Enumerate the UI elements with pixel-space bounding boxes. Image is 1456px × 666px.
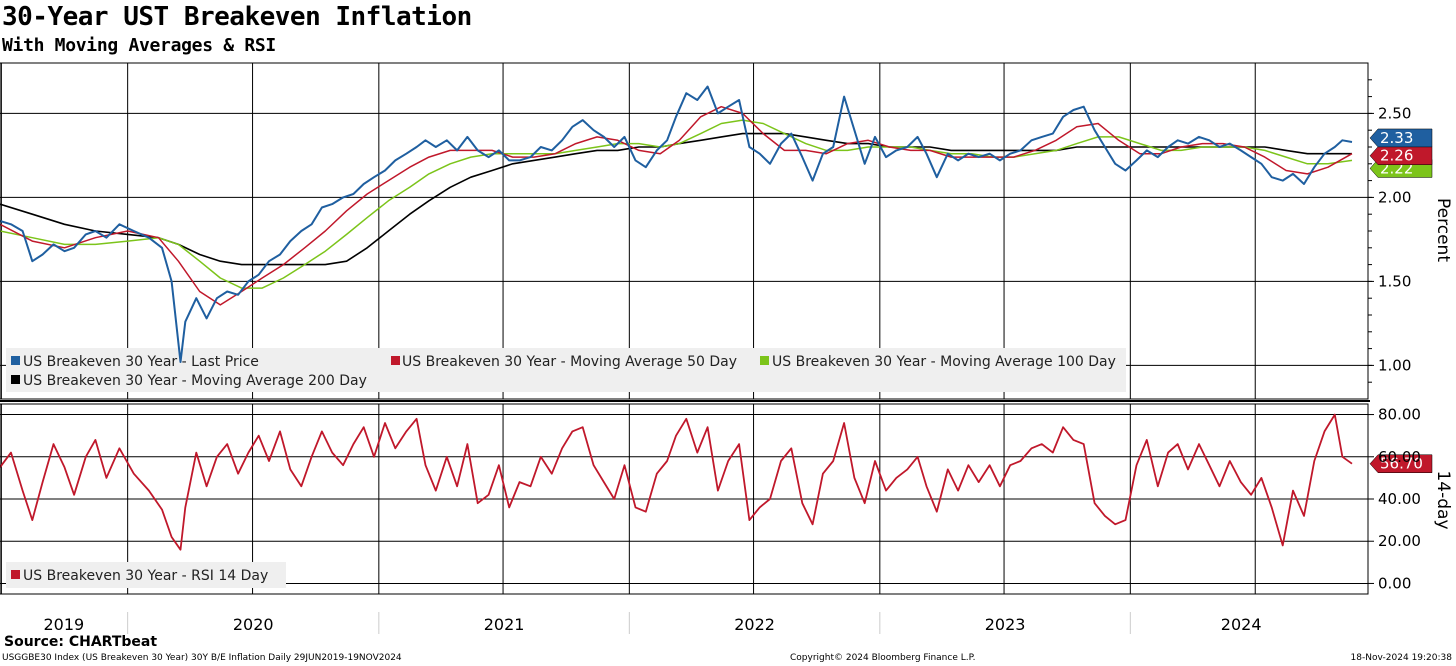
x-tick-label-year: 2021 [484, 615, 525, 634]
rsi-series-group [0, 413, 1353, 551]
footer-ticker-info: USGGBE30 Index (US Breakeven 30 Year) 30… [2, 653, 402, 663]
rsi-legend-box [6, 562, 286, 588]
series-line-last_price [0, 85, 1353, 363]
series-line-ma200 [0, 132, 1352, 266]
badge-rsi-shape [1369, 454, 1433, 473]
chart-subtitle: With Moving Averages & RSI [2, 35, 276, 56]
legend-swatch-rsi [11, 570, 20, 579]
badge-ma50-shape [1369, 146, 1433, 165]
badge-last-price-text: 2.33 [1380, 129, 1413, 147]
legend-ma200: US Breakeven 30 Year - Moving Average 20… [23, 373, 367, 389]
rsi-y-axis-label: 14-day [1433, 470, 1453, 529]
x-tick-label-year: 2022 [734, 615, 775, 634]
rsi-y-tick-label: 20.00 [1378, 532, 1421, 550]
rsi-y-tick-label: 40.00 [1378, 490, 1421, 508]
badge-ma50-text: 2.26 [1380, 147, 1413, 165]
rsi-y-tick-label: 0.00 [1378, 574, 1411, 592]
series-line-ma50 [0, 105, 1353, 306]
series-line-rsi [0, 413, 1353, 551]
legend-swatch-ma100 [760, 356, 769, 365]
legend-ma50: US Breakeven 30 Year - Moving Average 50… [402, 354, 737, 370]
legend-last-price: US Breakeven 30 Year - Last Price [23, 354, 259, 370]
rsi-y-tick-label: 80.00 [1378, 406, 1421, 424]
badge-rsi-text: 56.70 [1380, 455, 1423, 473]
price-y-tick-label: 2.50 [1378, 104, 1411, 122]
footer-timestamp: 18-Nov-2024 19:20:38 [1350, 653, 1452, 663]
legend-swatch-ma200 [11, 375, 20, 384]
price-legend-box [6, 348, 1126, 392]
x-tick-label-year: 2023 [985, 615, 1026, 634]
x-tick-label-year: 2019 [43, 615, 84, 634]
chart-title: 30-Year UST Breakeven Inflation [2, 2, 472, 32]
footer-copyright: Copyright© 2024 Bloomberg Finance L.P. [790, 653, 976, 663]
legend-ma100: US Breakeven 30 Year - Moving Average 10… [772, 354, 1116, 370]
price-y-tick-label: 1.50 [1378, 272, 1411, 290]
price-y-tick-label: 2.00 [1378, 188, 1411, 206]
badge-last-price-shape [1369, 128, 1433, 148]
x-tick-label-year: 2024 [1221, 615, 1262, 634]
legend-swatch-last-price [11, 356, 20, 365]
axis-ticks: 2019 2020 2021 2022 2023 2024 2.50 2.00 1.50 1.00… [43, 79, 1421, 634]
price-y-tick-label: 1.00 [1378, 356, 1411, 374]
legend-swatch-ma50 [391, 356, 400, 365]
x-tick-label-year: 2020 [233, 615, 274, 634]
rsi-y-tick-label: 60.00 [1378, 448, 1421, 466]
price-series-group [0, 85, 1353, 363]
source-note: Source: CHARTbeat [4, 634, 158, 650]
legend-rsi: US Breakeven 30 Year - RSI 14 Day [23, 568, 268, 584]
series-line-ma100 [0, 119, 1353, 289]
price-y-axis-label: Percent [1433, 198, 1453, 262]
